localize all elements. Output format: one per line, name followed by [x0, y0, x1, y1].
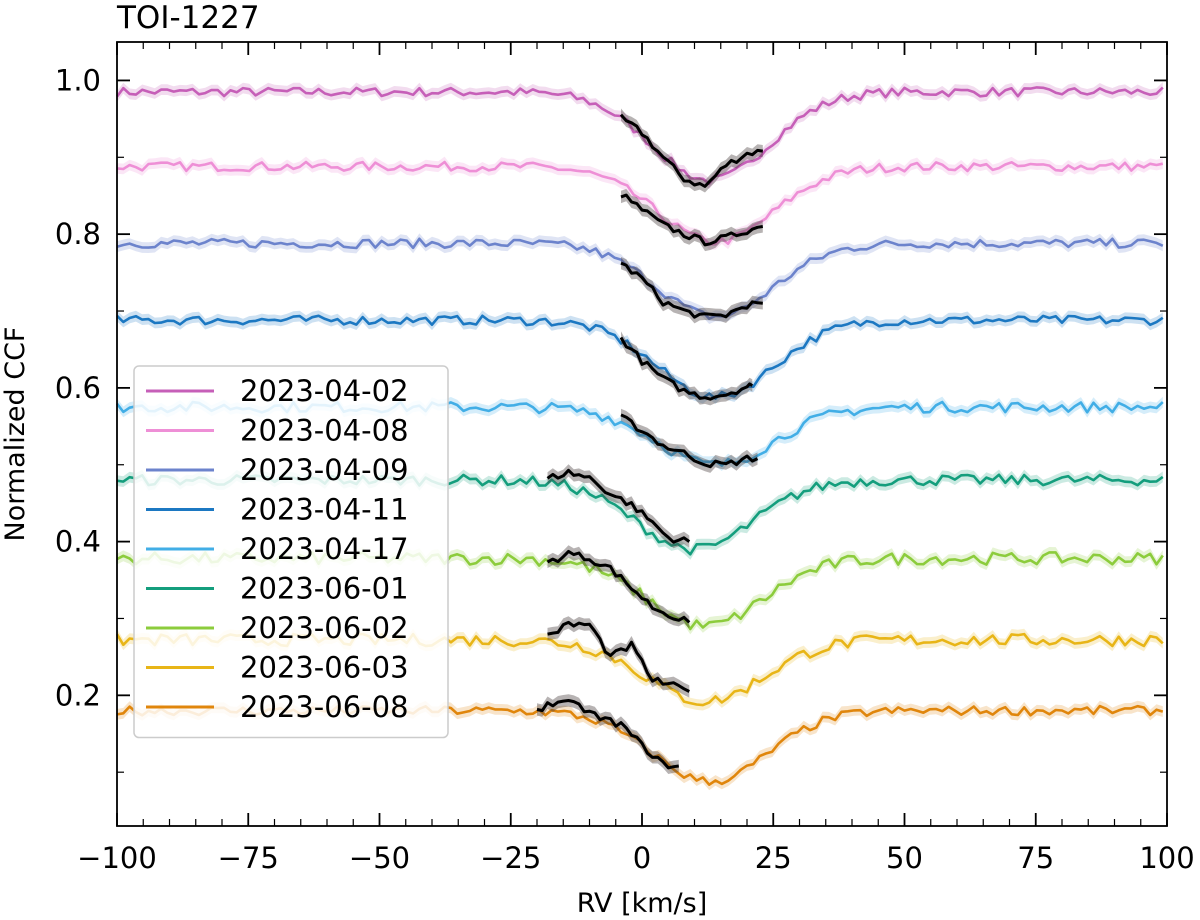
in-transit-line-2023-04-02 — [619, 113, 763, 188]
in-transit-2023-04-09 — [620, 257, 763, 324]
in-transit-2023-06-08 — [536, 694, 679, 774]
x-tick-label: −75 — [218, 841, 279, 875]
y-tick-label: 1.0 — [55, 63, 101, 97]
y-axis-label: Normalized CCF — [0, 327, 31, 542]
y-tick-label: 0.4 — [55, 525, 101, 559]
legend: 2023-04-02 2023-04-08 2023-04-09 2023-04-11… — [133, 365, 449, 739]
series-band-2023-06-08 — [117, 700, 1163, 791]
in-transit-band-2023-06-03 — [547, 616, 690, 698]
x-tick-label: 50 — [886, 841, 923, 875]
legend-item: 2023-06-08 — [146, 690, 409, 724]
in-transit-band-2023-06-08 — [537, 694, 679, 774]
legend-item: 2023-06-02 — [146, 611, 409, 645]
legend-label: 2023-06-03 — [240, 651, 409, 685]
x-axis-label: RV [km/s] — [577, 888, 708, 919]
series-2023-04-09 — [116, 233, 1164, 324]
y-tick-label: 0.8 — [55, 217, 101, 251]
y-tick-label: 0.2 — [55, 678, 101, 712]
in-transit-line-2023-06-08 — [536, 699, 679, 770]
legend-label: 2023-04-08 — [240, 414, 409, 448]
legend-item: 2023-06-01 — [146, 572, 409, 606]
in-transit-2023-06-03 — [547, 616, 690, 698]
x-tick-label: 100 — [1139, 841, 1194, 875]
x-tick-label: −50 — [349, 841, 410, 875]
series-line-2023-04-11 — [116, 314, 1164, 400]
in-transit-line-2023-06-02 — [546, 549, 691, 624]
legend-label: 2023-04-09 — [240, 453, 409, 487]
legend-label: 2023-04-11 — [240, 493, 409, 527]
legend-item: 2023-04-08 — [146, 414, 409, 448]
in-transit-band-2023-04-02 — [621, 108, 763, 193]
legend-label: 2023-06-01 — [240, 572, 409, 606]
in-transit-line-2023-04-09 — [620, 261, 763, 319]
in-transit-2023-06-02 — [546, 545, 691, 629]
in-transit-band-2023-04-17 — [621, 408, 758, 473]
series-band-2023-04-09 — [117, 233, 1163, 324]
in-transit-line-2023-06-01 — [546, 468, 691, 544]
in-transit-line-2023-04-11 — [619, 336, 754, 401]
in-transit-band-2023-06-01 — [547, 464, 690, 549]
x-tick-label: 0 — [633, 841, 651, 875]
series-2023-04-08 — [116, 156, 1164, 250]
in-transit-line-2023-04-08 — [620, 193, 764, 247]
legend-box — [133, 365, 449, 739]
series-band-2023-04-02 — [117, 82, 1163, 190]
legend-item: 2023-04-17 — [146, 532, 409, 566]
in-transit-2023-04-17 — [620, 408, 759, 473]
in-transit-2023-04-11 — [619, 331, 754, 406]
legend-label: 2023-04-17 — [240, 532, 409, 566]
chart-title: TOI-1227 — [116, 0, 260, 36]
legend-item: 2023-04-09 — [146, 453, 409, 487]
series-line-2023-04-08 — [116, 160, 1164, 246]
legend-label: 2023-04-02 — [240, 374, 409, 408]
x-tick-label: 25 — [755, 841, 792, 875]
series-band-2023-04-08 — [117, 156, 1163, 250]
in-transit-layer — [536, 108, 764, 774]
in-transit-line-2023-04-17 — [620, 413, 759, 469]
series-line-2023-04-09 — [116, 237, 1164, 321]
x-tick-label: −100 — [77, 841, 157, 875]
in-transit-2023-06-01 — [546, 464, 691, 549]
ticks-layer: −100 −75 −50 −25 0 25 50 75 100 0.2 0.4 0.6 0.8 1.0 — [55, 42, 1195, 875]
in-transit-2023-04-08 — [620, 189, 764, 252]
x-tick-label: 75 — [1017, 841, 1054, 875]
legend-label: 2023-06-02 — [240, 611, 409, 645]
legend-item: 2023-04-11 — [146, 493, 409, 527]
y-tick-label: 0.6 — [55, 371, 101, 405]
legend-item: 2023-04-02 — [146, 374, 409, 408]
x-tick-label: −25 — [480, 841, 541, 875]
legend-label: 2023-06-08 — [240, 690, 409, 724]
in-transit-2023-04-02 — [619, 108, 763, 193]
in-transit-band-2023-04-09 — [621, 257, 763, 324]
legend-item: 2023-06-03 — [146, 651, 409, 685]
in-transit-line-2023-06-03 — [547, 620, 690, 693]
